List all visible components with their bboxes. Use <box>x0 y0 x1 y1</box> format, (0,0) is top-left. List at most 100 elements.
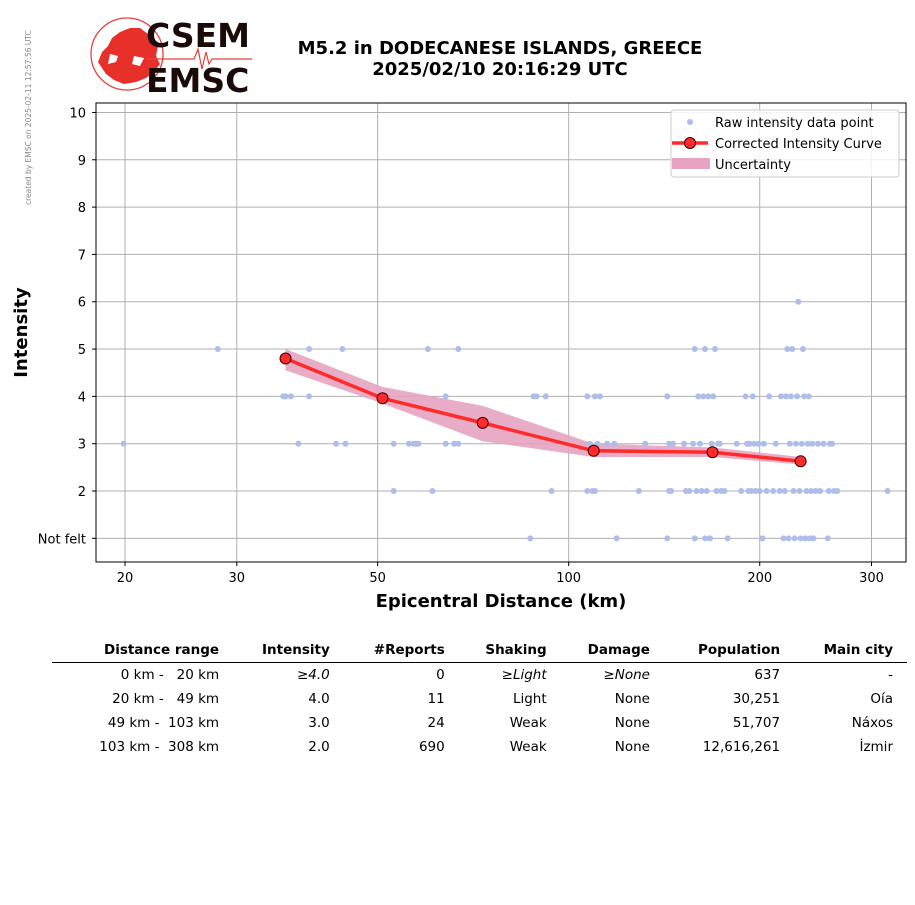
raw-data-point <box>789 346 796 353</box>
y-tick-label: 9 <box>78 154 86 169</box>
raw-data-point <box>282 393 289 400</box>
table-row: 20 km - 49 km 4.0 11 Light None 30,251 O… <box>52 687 907 711</box>
raw-data-point <box>752 488 759 495</box>
raw-data-point <box>797 535 804 542</box>
title-event: M5.2 in DODECANESE ISLANDS, GREECE <box>297 38 703 59</box>
raw-data-point <box>120 440 127 447</box>
raw-data-point <box>591 393 598 400</box>
raw-data-point <box>794 393 801 400</box>
raw-data-point <box>791 535 798 542</box>
raw-data-point <box>780 535 787 542</box>
raw-data-point <box>760 440 767 447</box>
raw-data-point <box>533 393 540 400</box>
raw-data-point <box>817 488 824 495</box>
cell-damage: ≥None <box>603 667 650 683</box>
cell-range: 0 km - 20 km <box>120 667 220 683</box>
raw-data-point <box>808 488 815 495</box>
raw-data-point <box>724 535 731 542</box>
raw-data-point <box>748 488 755 495</box>
raw-data-point <box>705 393 712 400</box>
raw-data-point <box>746 440 753 447</box>
table-row: 0 km - 20 km ≥4.0 0 ≥Light ≥None 637 - <box>52 663 907 688</box>
raw-data-point <box>795 298 802 305</box>
raw-data-point <box>695 393 702 400</box>
raw-data-point <box>702 346 709 353</box>
raw-data-point <box>803 488 810 495</box>
cell-population: 30,251 <box>732 691 781 707</box>
y-axis-label: Intensity <box>11 287 32 378</box>
cell-reports: 0 <box>436 667 445 683</box>
raw-data-point <box>698 488 705 495</box>
raw-data-point <box>295 440 302 447</box>
chart-title: M5.2 in DODECANESE ISLANDS, GREECE 2025/… <box>260 38 740 80</box>
cell-shaking: Light <box>512 691 547 707</box>
cell-city: Oía <box>870 691 893 707</box>
y-tick-label: 10 <box>69 106 86 121</box>
raw-data-point <box>611 440 618 447</box>
raw-data-point <box>700 393 707 400</box>
raw-data-point <box>738 488 745 495</box>
legend: Raw intensity data point Corrected Intens… <box>670 109 900 178</box>
raw-data-point <box>796 488 803 495</box>
raw-data-point <box>455 346 462 353</box>
cell-population: 51,707 <box>732 715 781 731</box>
raw-data-point <box>584 488 591 495</box>
raw-data-point <box>770 488 777 495</box>
cell-range: 20 km - 49 km <box>112 691 220 707</box>
raw-data-point <box>664 393 671 400</box>
raw-data-point <box>669 440 676 447</box>
legend-label: Corrected Intensity Curve <box>715 137 882 152</box>
raw-data-point <box>390 488 397 495</box>
raw-data-point <box>613 535 620 542</box>
raw-data-point <box>342 440 349 447</box>
cell-range: 103 km - 308 km <box>99 739 220 755</box>
cell-damage: None <box>614 739 650 755</box>
raw-data-point <box>306 393 313 400</box>
raw-data-point <box>691 535 698 542</box>
raw-data-point <box>668 488 675 495</box>
raw-data-point <box>693 488 700 495</box>
raw-data-point <box>763 488 770 495</box>
corrected-curve-point <box>376 392 389 405</box>
raw-data-point <box>703 488 710 495</box>
legend-label: Raw intensity data point <box>715 116 874 131</box>
raw-data-point <box>642 440 649 447</box>
raw-data-point <box>548 488 555 495</box>
corrected-curve-point <box>476 416 489 429</box>
cell-damage: None <box>614 691 650 707</box>
raw-data-point <box>884 488 891 495</box>
raw-data-point <box>707 535 714 542</box>
raw-data-point <box>759 535 766 542</box>
raw-data-point <box>542 393 549 400</box>
cell-intensity: 2.0 <box>308 739 330 755</box>
cell-intensity: 3.0 <box>308 715 330 731</box>
raw-data-point <box>527 535 534 542</box>
y-tick-label: Not felt <box>38 532 86 547</box>
x-tick-label: 300 <box>859 571 884 586</box>
legend-label: Uncertainty <box>715 158 791 173</box>
raw-data-point <box>834 488 841 495</box>
raw-data-point <box>766 393 773 400</box>
x-tick-label: 30 <box>229 571 246 586</box>
x-tick-label: 50 <box>369 571 386 586</box>
y-tick-label: 6 <box>78 296 86 311</box>
raw-data-point <box>804 440 811 447</box>
raw-data-point <box>792 440 799 447</box>
raw-data-point <box>690 440 697 447</box>
raw-data-point <box>809 440 816 447</box>
legend-curve-marker <box>684 137 696 149</box>
raw-data-point <box>777 393 784 400</box>
raw-data-point <box>306 346 313 353</box>
corrected-curve-point <box>706 446 719 459</box>
raw-data-point <box>781 488 788 495</box>
raw-data-point <box>776 488 783 495</box>
credit-note: created by EMSC on 2025-02-11 12:57:56 U… <box>0 10 60 210</box>
legend-box <box>670 109 900 178</box>
y-tick-label: 2 <box>78 485 86 500</box>
raw-data-point <box>784 346 791 353</box>
raw-data-point <box>749 393 756 400</box>
raw-data-point <box>424 346 431 353</box>
raw-data-point <box>721 488 728 495</box>
corrected-curve-point <box>279 352 292 365</box>
y-tick-label: 4 <box>78 390 86 405</box>
